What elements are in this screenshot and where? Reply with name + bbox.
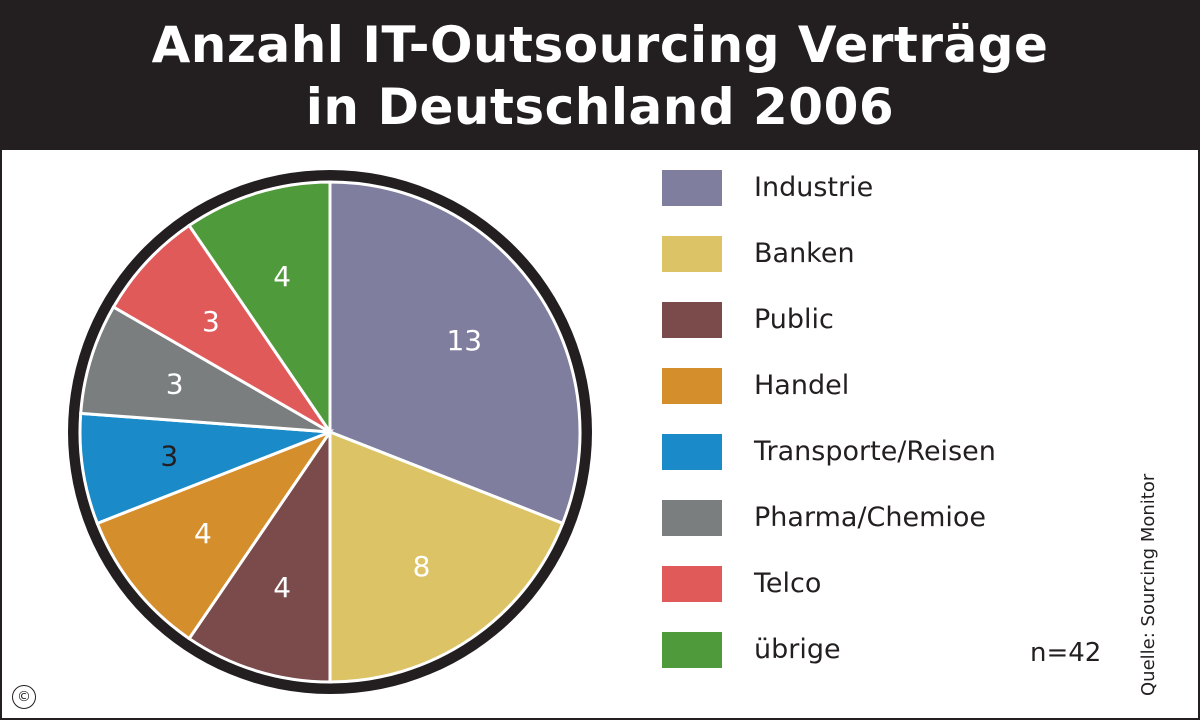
pie-slice-label-6: 3 (166, 368, 184, 401)
legend-swatch-4 (662, 368, 722, 404)
legend-item-1: Industrie (662, 170, 1082, 206)
pie-slice-label-1: 13 (446, 324, 482, 357)
pie-slice-1 (328, 180, 582, 526)
legend-item-8: übrige (662, 632, 1082, 668)
pie-slice-3 (187, 427, 332, 684)
pie-slice-label-3: 4 (273, 571, 291, 604)
sample-size-note: n=42 (1030, 638, 1102, 668)
pie-slice-6 (79, 304, 331, 434)
pie-slice-label-4: 4 (194, 517, 212, 550)
legend-swatch-3 (662, 302, 722, 338)
legend-swatch-1 (662, 170, 722, 206)
source-note: Quelle: Sourcing Monitor (1138, 473, 1159, 696)
legend-swatch-8 (662, 632, 722, 668)
legend-label-8: übrige (754, 634, 841, 665)
legend-item-5: Transporte/Reisen (662, 434, 1082, 470)
chart-title: Anzahl IT-Outsourcing Verträge in Deutsc… (151, 16, 1049, 136)
pie-slice-4 (95, 428, 334, 641)
legend-swatch-7 (662, 566, 722, 602)
pie-slice-label-7: 3 (202, 305, 220, 338)
title-bar: Anzahl IT-Outsourcing Verträge in Deutsc… (2, 2, 1198, 150)
legend-swatch-6 (662, 500, 722, 536)
legend-item-7: Telco (662, 566, 1082, 602)
legend-item-4: Handel (662, 368, 1082, 404)
legend-label-4: Handel (754, 370, 850, 401)
legend-item-6: Pharma/Chemioe (662, 500, 1082, 536)
legend-label-5: Transporte/Reisen (754, 436, 996, 467)
copyright-icon: © (12, 685, 36, 709)
legend-label-2: Banken (754, 238, 855, 269)
pie-slice-7 (111, 223, 332, 434)
pie-slice-label-2: 8 (413, 550, 431, 583)
legend-label-3: Public (754, 304, 834, 335)
legend-swatch-2 (662, 236, 722, 272)
legend-label-1: Industrie (754, 172, 874, 203)
pie-slice-label-8: 4 (273, 260, 291, 293)
legend-label-7: Telco (754, 568, 822, 599)
pie-slice-label-5: 3 (160, 440, 178, 473)
legend-item-3: Public (662, 302, 1082, 338)
legend-item-2: Banken (662, 236, 1082, 272)
pie-slice-5 (78, 411, 331, 526)
pie-slice-2 (328, 429, 565, 684)
pie-slice-8 (187, 180, 332, 437)
legend-label-6: Pharma/Chemioe (754, 502, 987, 533)
legend-swatch-5 (662, 434, 722, 470)
